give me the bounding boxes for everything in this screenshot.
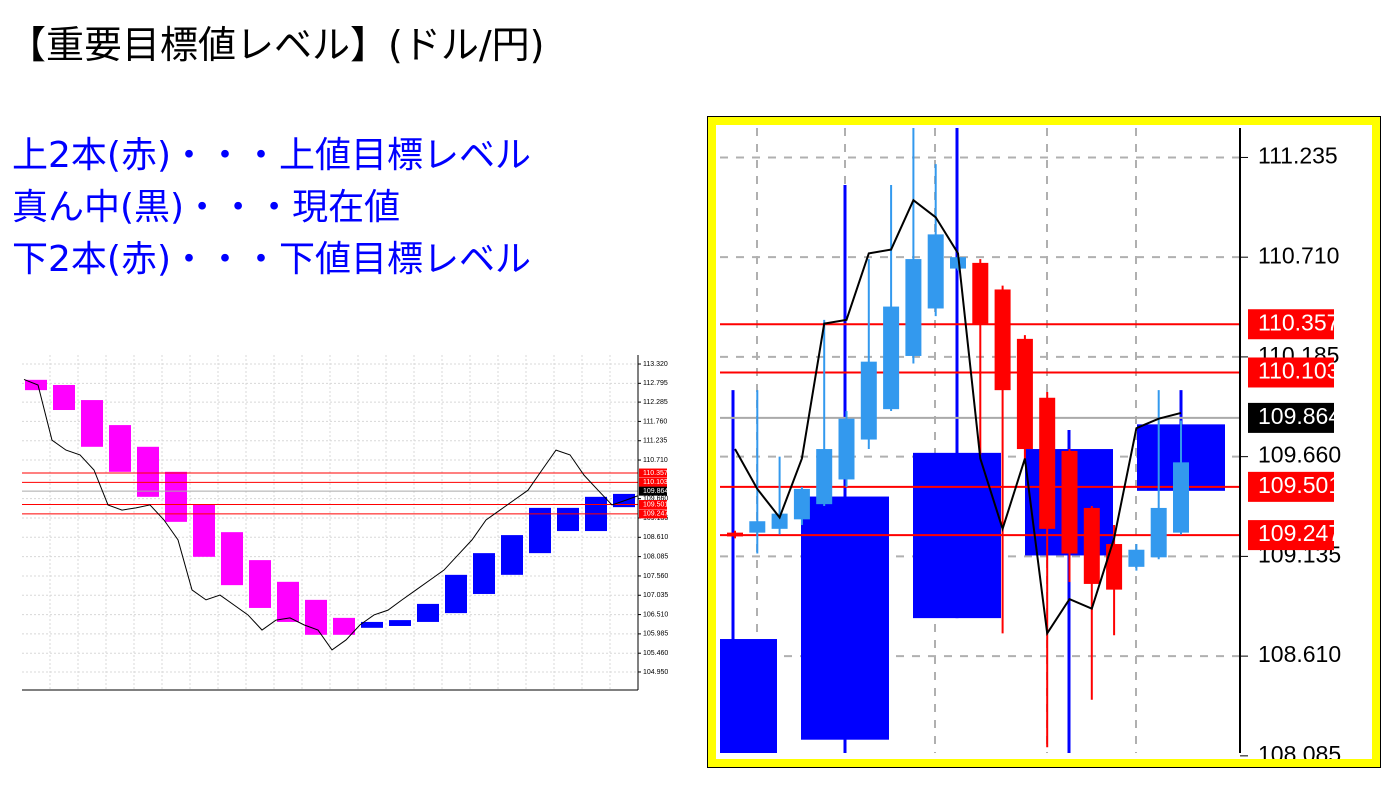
box-body xyxy=(529,507,551,554)
level-label-bg xyxy=(1248,520,1334,551)
y-tick-label: 111.235 xyxy=(643,438,667,445)
candle-body xyxy=(749,521,766,533)
y-tick-label: 110.710 xyxy=(643,457,668,464)
chart-frame xyxy=(707,116,1381,768)
candle-body xyxy=(793,488,810,520)
level-label-bg xyxy=(639,468,667,478)
level-label: 109.501 xyxy=(1258,472,1341,498)
level-label: 109.501 xyxy=(643,501,668,508)
y-tick-label: 106.510 xyxy=(643,611,668,618)
box-body xyxy=(445,574,467,614)
box-body xyxy=(193,504,215,557)
level-label: 110.357 xyxy=(1258,309,1339,335)
y-tick-label: 109.660 xyxy=(643,496,668,503)
y-tick-label: 104.950 xyxy=(643,669,668,676)
candle-body xyxy=(994,289,1011,391)
box-body xyxy=(81,400,103,447)
y-tick-label: 105.985 xyxy=(643,631,668,638)
y-tick-label: 109.660 xyxy=(1258,442,1341,468)
plot-area xyxy=(22,355,638,690)
note: 下2本(赤)・・・下値目標レベル xyxy=(12,239,531,280)
candle-body xyxy=(1128,549,1145,567)
level-label: 110.103 xyxy=(1258,358,1339,384)
y-tick-label: 105.460 xyxy=(643,650,668,657)
y-tick-label: 112.285 xyxy=(643,399,668,406)
plot-area xyxy=(720,128,1240,753)
candle-body xyxy=(950,257,966,269)
level-label: 110.103 xyxy=(643,479,668,486)
candle-body xyxy=(838,418,855,480)
box-body xyxy=(277,581,299,622)
y-tick-label: 111.235 xyxy=(1258,143,1338,169)
level-label-bg xyxy=(639,500,667,510)
level-label: 109.864 xyxy=(643,488,668,495)
level-label-bg xyxy=(639,486,667,496)
y-tick-label: 113.320 xyxy=(643,361,668,368)
y-tick-label: 112.795 xyxy=(643,380,668,387)
box-body xyxy=(137,446,159,497)
y-tick-label: 111.760 xyxy=(643,418,667,425)
level-label: 109.247 xyxy=(643,511,668,518)
overview-chart: 113.320 112.795 112.285 111.760 111.235 110.7… xyxy=(22,355,668,691)
box-body xyxy=(221,532,243,586)
candle-body xyxy=(1150,507,1167,558)
y-tick-label: 107.560 xyxy=(643,573,668,580)
level-label-bg xyxy=(639,509,667,519)
y-tick-label: 108.610 xyxy=(1258,641,1341,667)
box-body xyxy=(473,553,495,594)
page-title: 【重要目標値レベル】(ドル/円) xyxy=(8,23,545,67)
box-body xyxy=(109,425,131,472)
box-body xyxy=(801,496,889,740)
box-body xyxy=(557,507,579,532)
level-label-bg xyxy=(1248,357,1334,388)
box-body xyxy=(389,620,411,626)
candle-body xyxy=(1039,397,1056,529)
candle-body xyxy=(905,259,922,356)
box-body xyxy=(361,621,383,628)
candle-body xyxy=(816,449,833,505)
candle-body xyxy=(1173,462,1189,533)
box-body xyxy=(165,471,187,522)
candle-body xyxy=(771,513,788,529)
box-body xyxy=(501,535,523,575)
level-label-bg xyxy=(1248,309,1334,340)
level-label: 109.247 xyxy=(1258,520,1341,546)
level-label-bg xyxy=(1248,402,1334,433)
y-tick-label: 107.035 xyxy=(643,592,668,599)
candle-body xyxy=(860,361,877,440)
candle-body xyxy=(883,306,900,410)
candle-body xyxy=(727,532,743,537)
candle-body xyxy=(927,234,944,309)
box-body xyxy=(305,599,327,635)
box-body xyxy=(249,560,271,608)
note: 上2本(赤)・・・上値目標レベル xyxy=(12,135,531,176)
box-body xyxy=(417,603,439,622)
price-line xyxy=(734,198,1182,637)
chart-frame-edge xyxy=(707,116,1381,768)
box-body xyxy=(25,379,47,391)
level-label-bg xyxy=(639,477,667,487)
candle-body xyxy=(1016,338,1033,450)
level-label-bg xyxy=(1248,471,1334,502)
level-label: 109.864 xyxy=(1258,403,1341,429)
candle-body xyxy=(1106,544,1123,590)
level-label: 110.357 xyxy=(643,470,668,477)
box-body xyxy=(53,384,75,411)
box-body xyxy=(720,639,777,753)
candle-body xyxy=(972,262,989,324)
y-tick-label: 108.085 xyxy=(643,553,668,560)
note: 真ん中(黒)・・・現在値 xyxy=(12,187,401,228)
y-tick-label: 108.610 xyxy=(643,534,668,541)
candle-body xyxy=(1083,507,1100,584)
y-tick-label: 110.710 xyxy=(1258,242,1339,268)
zoom-chart: 111.235110.710110.185109.660109.135108.6… xyxy=(707,116,1381,768)
candle-body xyxy=(1061,450,1078,554)
box-body xyxy=(333,617,355,635)
price-line xyxy=(23,379,638,651)
